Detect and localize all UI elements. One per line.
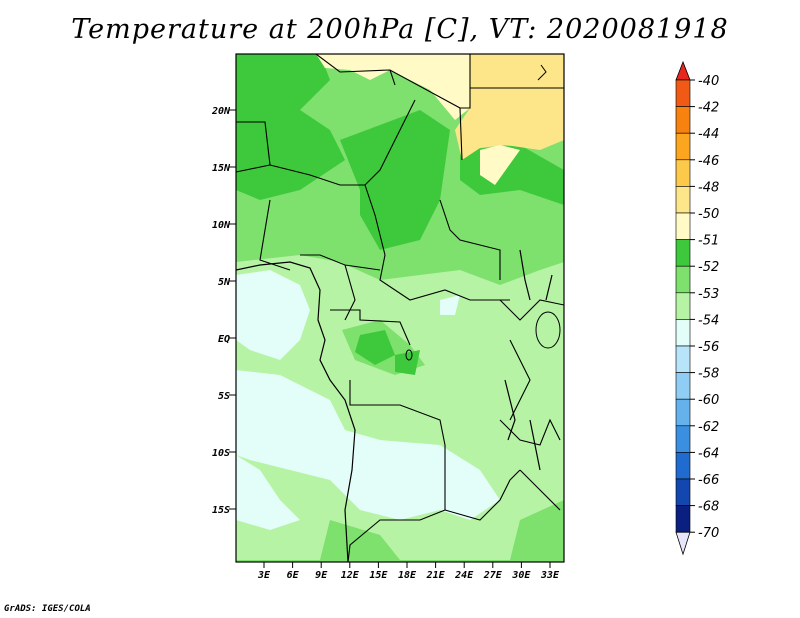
colorbar-label: -48 (698, 180, 719, 195)
lon-tick-label: 30E (511, 570, 531, 581)
lon-tick-label: 21E (426, 570, 446, 581)
colorbar-label: -66 (698, 473, 719, 488)
colorbar-label: -42 (698, 101, 719, 116)
colorbar-swatch (675, 212, 691, 240)
colorbar-swatch (675, 398, 691, 427)
map-frame (235, 53, 565, 563)
colorbar-label: -56 (698, 340, 719, 355)
colorbar-label: -51 (698, 234, 719, 249)
colorbar-label: -58 (698, 367, 719, 382)
colorbar-swatch (675, 186, 691, 214)
lat-tick-label: 10N (212, 220, 231, 231)
colorbar-bottom-arrow (675, 531, 691, 556)
colorbar-label: -50 (698, 207, 719, 222)
colorbar-label: -40 (698, 74, 719, 89)
colorbar-label: -70 (698, 526, 719, 541)
colorbar-swatch (675, 79, 691, 107)
lat-tick-label: 5S (218, 391, 230, 402)
map-title: Temperature at 200hPa [C], VT: 202008191… (71, 14, 729, 45)
lon-tick-label: 3E (257, 570, 271, 581)
coastline (236, 249, 553, 562)
colorbar-swatch (675, 132, 691, 161)
colorbar-label: -44 (698, 127, 719, 142)
colorbar-label: -64 (698, 446, 719, 461)
lon-tick-label: 27E (483, 570, 503, 581)
lon-tick-label: 33E (540, 570, 560, 581)
colorbar-label: -54 (698, 313, 719, 328)
lon-tick-label: 15E (369, 570, 388, 581)
lakes (405, 64, 561, 361)
lon-tick-label: 9E (315, 570, 328, 581)
colorbar-swatch (675, 159, 691, 187)
lon-tick-label: 18E (398, 570, 417, 581)
lat-tick-label: 10S (212, 448, 230, 459)
colorbar-top-arrow (675, 60, 691, 81)
lat-tick-label: 15S (212, 505, 230, 516)
lat-tick-label: 15N (212, 163, 231, 174)
colorbar-label: -60 (698, 393, 719, 408)
lat-tick-label: 5N (218, 277, 231, 288)
colorbar-label: -53 (698, 287, 719, 302)
latitude-axis: 20N 15N 10N 5N EQ 5S 10S 15S (211, 106, 236, 516)
temperature-field (236, 54, 564, 562)
colorbar-label: -52 (698, 260, 719, 275)
colorbar-label: -46 (698, 154, 719, 169)
colorbar-swatch (675, 265, 691, 294)
grads-credit: GrADS: IGES/COLA (4, 604, 91, 614)
colorbar: -40 -42 -44 -46 -48 -50 -51 -52 -53 -54 -56 -58 -60 -… (675, 60, 719, 556)
colorbar-swatch (675, 319, 691, 347)
colorbar-swatch (675, 239, 691, 267)
colorbar-swatch (675, 505, 691, 533)
colorbar-swatch (675, 425, 691, 453)
lat-tick-label: EQ (218, 334, 230, 345)
colorbar-swatch (675, 372, 691, 400)
lon-tick-label: 6E (287, 570, 300, 581)
lon-tick-label: 24E (454, 570, 474, 581)
longitude-axis: 3E 6E 9E 12E 15E 18E 21E 24E 27E 30E 33E (257, 562, 560, 581)
lon-tick-label: 12E (341, 570, 360, 581)
country-borders (236, 54, 564, 562)
colorbar-label: -62 (698, 420, 719, 435)
colorbar-swatch (675, 452, 691, 480)
colorbar-swatch (675, 106, 691, 134)
lat-tick-label: 20N (211, 106, 231, 117)
colorbar-label: -68 (698, 500, 719, 515)
colorbar-swatch (675, 345, 691, 373)
colorbar-swatch (675, 478, 691, 506)
colorbar-swatch (675, 292, 691, 320)
